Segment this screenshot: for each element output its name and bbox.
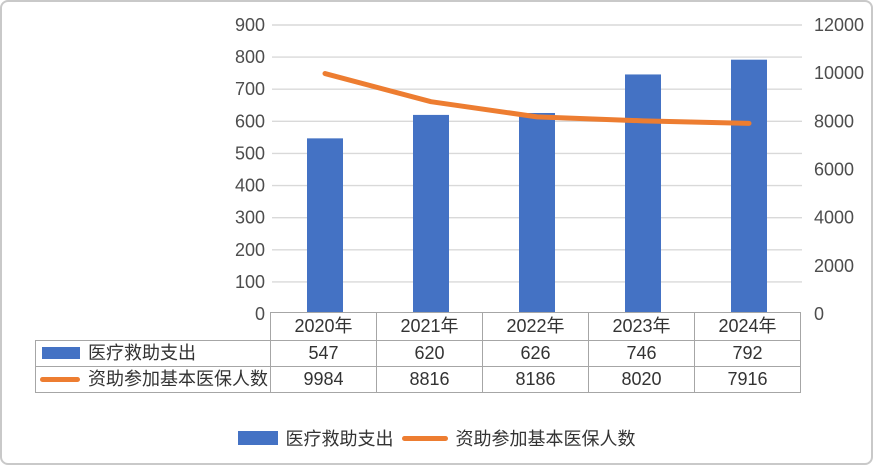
bar — [413, 114, 449, 315]
right-axis-tick-label: 10000 — [814, 63, 864, 83]
left-axis-tick-label: 300 — [235, 208, 265, 228]
value-cell: 7916 — [694, 366, 801, 393]
left-axis-tick-label: 200 — [235, 240, 265, 260]
right-axis-tick-label: 6000 — [814, 160, 854, 180]
table-corner-blank — [36, 313, 271, 341]
bar-legend-key-icon — [42, 347, 80, 360]
value-cell: 8020 — [588, 366, 695, 393]
bar — [731, 59, 767, 315]
legend-label: 医疗救助支出 — [285, 429, 394, 449]
category-header-row: 2020年 2021年 2022年 2023年 2024年 — [36, 312, 801, 341]
left-axis-tick-label: 500 — [235, 143, 265, 163]
value-cell: 626 — [482, 340, 589, 367]
left-axis-tick-label: 900 — [235, 15, 265, 35]
left-axis-tick-label: 700 — [235, 79, 265, 99]
value-cell: 547 — [270, 340, 377, 367]
category-cell: 2021年 — [376, 312, 483, 341]
series-label-cell: 医疗救助支出 — [35, 340, 271, 367]
table-row-line-series: 资助参加基本医保人数 9984 8816 8186 8020 7916 — [35, 366, 801, 393]
bar — [625, 74, 661, 314]
value-cell: 746 — [588, 340, 695, 367]
table-row-bar-series: 医疗救助支出 547 620 626 746 792 — [35, 340, 801, 367]
line-legend-key-icon — [40, 376, 80, 382]
bar-legend-swatch-icon — [237, 431, 278, 445]
category-cell: 2022年 — [482, 312, 589, 341]
bar — [519, 112, 555, 315]
legend-item-line: 资助参加基本医保人数 — [401, 425, 636, 451]
right-axis-tick-label: 0 — [814, 304, 824, 324]
right-axis-tick-label: 12000 — [814, 15, 864, 35]
right-axis-tick-label: 4000 — [814, 208, 854, 228]
left-axis-tick-label: 600 — [235, 111, 265, 131]
legend-item-bar: 医疗救助支出 — [237, 425, 394, 451]
left-axis-tick-label: 0 — [255, 304, 265, 324]
category-cell: 2023年 — [588, 312, 695, 341]
value-cell: 8816 — [376, 366, 483, 393]
series-name: 医疗救助支出 — [88, 343, 196, 363]
series-label-cell: 资助参加基本医保人数 — [35, 366, 271, 393]
chart-legend: 医疗救助支出 资助参加基本医保人数 — [2, 423, 871, 453]
data-table: 2020年 2021年 2022年 2023年 2024年 医疗救助支出 547… — [35, 312, 801, 393]
bar — [307, 138, 343, 314]
legend-label: 资助参加基本医保人数 — [455, 429, 636, 449]
value-cell: 792 — [694, 340, 801, 367]
value-cell: 8186 — [482, 366, 589, 393]
line-legend-swatch-icon — [401, 435, 448, 441]
right-axis-tick-label: 2000 — [814, 256, 854, 276]
category-cell: 2024年 — [694, 312, 801, 341]
right-axis-tick-label: 8000 — [814, 111, 854, 131]
left-axis-tick-label: 800 — [235, 47, 265, 67]
line-series — [322, 71, 752, 126]
series-name: 资助参加基本医保人数 — [88, 369, 268, 389]
left-axis-tick-label: 400 — [235, 176, 265, 196]
left-axis-tick-label: 100 — [235, 272, 265, 292]
value-cell: 620 — [376, 340, 483, 367]
category-cell: 2020年 — [270, 312, 377, 341]
value-cell: 9984 — [270, 366, 377, 393]
